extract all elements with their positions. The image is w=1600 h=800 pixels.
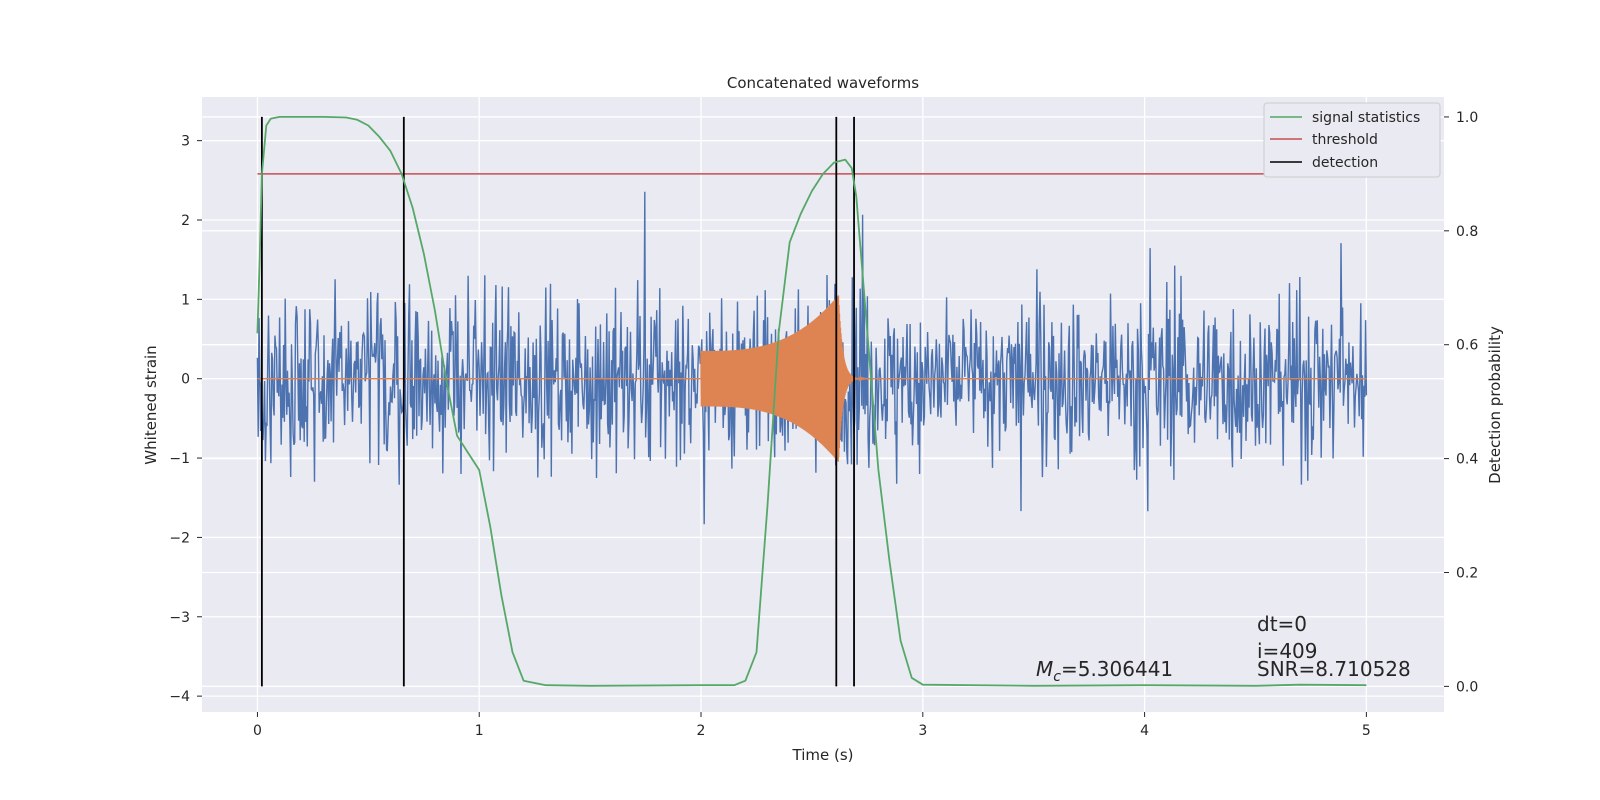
annotation-mc: Mc=5.306441 <box>1036 657 1173 685</box>
y-tick-label-0: −4 <box>169 689 190 705</box>
y-tick-label-2: −2 <box>169 530 190 546</box>
y-tick-label-5: 1 <box>181 292 190 308</box>
legend-label-signal-statistics: signal statistics <box>1312 110 1420 126</box>
annotation-mc-symbol: M <box>1036 657 1053 681</box>
x-tick-label-2: 2 <box>697 723 706 739</box>
x-tick-label-0: 0 <box>253 723 262 739</box>
y2-tick-label-2: 0.4 <box>1456 452 1478 468</box>
chart-title: Concatenated waveforms <box>727 74 919 92</box>
y2-tick-label-5: 1.0 <box>1456 110 1478 126</box>
y2-tick-label-0: 0.0 <box>1456 679 1478 695</box>
annotation-i: i=409 <box>1257 639 1318 663</box>
legend-box <box>1263 102 1441 178</box>
y2-tick-label-4: 0.8 <box>1456 224 1478 240</box>
legend: signal statistics threshold detection <box>1263 102 1441 178</box>
template-series <box>257 295 1367 462</box>
x-tick-label-3: 3 <box>918 723 927 739</box>
signal-statistics-line <box>256 116 1367 687</box>
ticks: 0 1 2 3 4 5 −4 −3 −2 −1 0 1 2 3 0.0 0.2 0.4 0.6 0.8 1.0 <box>169 110 1478 739</box>
x-tick-label-5: 5 <box>1362 723 1371 739</box>
detection-series <box>260 116 855 687</box>
y2-tick-label-1: 0.2 <box>1456 565 1478 581</box>
y2-axis-label: Detection probability <box>1486 326 1504 484</box>
annotation-snr: SNR=8.710528 <box>1257 657 1411 681</box>
x-tick-label-4: 4 <box>1140 723 1149 739</box>
y-tick-label-1: −3 <box>169 610 190 626</box>
annotation-mc-value: =5.306441 <box>1061 657 1173 681</box>
annotation-dt: dt=0 <box>1257 612 1307 636</box>
y-tick-label-7: 3 <box>181 134 190 150</box>
y-tick-label-4: 0 <box>181 372 190 388</box>
legend-label-detection: detection <box>1312 155 1378 171</box>
template-line <box>257 295 1367 462</box>
x-axis-label: Time (s) <box>792 746 854 764</box>
y-tick-label-3: −1 <box>169 451 190 467</box>
annotations: dt=0 i=409 SNR=8.710528 Mc=5.306441 <box>1036 612 1411 685</box>
legend-label-threshold: threshold <box>1312 132 1378 148</box>
y-tick-label-6: 2 <box>181 213 190 229</box>
signal-statistics-series <box>256 116 1367 687</box>
x-tick-label-1: 1 <box>475 723 484 739</box>
y2-tick-label-3: 0.6 <box>1456 338 1478 354</box>
y-axis-label: Whitened strain <box>142 345 160 464</box>
annotation-mc-subscript: c <box>1053 669 1061 685</box>
